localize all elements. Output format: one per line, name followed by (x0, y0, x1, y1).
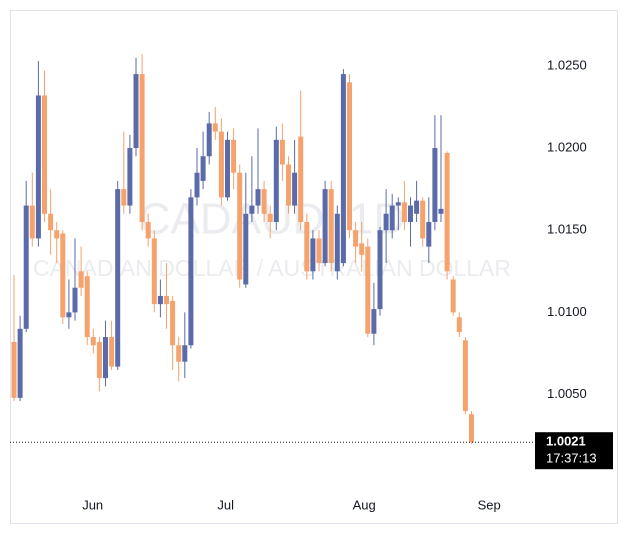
candle-body (60, 233, 66, 318)
candle-body (322, 189, 328, 264)
candle-body (78, 271, 84, 288)
candle-body (109, 337, 115, 367)
candle-body (182, 345, 188, 362)
candle-body (304, 221, 310, 272)
candle-body (469, 414, 474, 443)
candle-body (377, 230, 383, 310)
candle-body (237, 172, 243, 280)
candle-body (218, 131, 224, 198)
candle-body (292, 172, 298, 206)
candle-body (298, 136, 304, 222)
candle-body (334, 213, 340, 272)
candle-body (340, 74, 346, 264)
y-tick-label: 1.0150 (547, 222, 587, 237)
candle-body (231, 139, 237, 173)
candle-body (194, 172, 200, 198)
y-tick-label: 1.0250 (547, 57, 587, 72)
candle-body (164, 295, 169, 305)
y-tick-label: 1.0200 (547, 139, 587, 154)
candle-body (90, 337, 96, 346)
candle-body (279, 139, 285, 165)
candle-body (426, 221, 432, 247)
candle-body (249, 205, 255, 214)
x-tick-label: Aug (353, 497, 376, 512)
candle-body (383, 213, 389, 231)
candle-body (359, 243, 365, 255)
candle-body (414, 200, 420, 214)
candle-body (145, 221, 151, 239)
candle-body (96, 341, 102, 379)
candle-body (438, 208, 444, 214)
candle-body (408, 205, 413, 222)
candle-body (103, 337, 108, 379)
candle-body (243, 213, 249, 285)
candle-body (261, 189, 267, 214)
x-tick-label: Jul (217, 497, 234, 512)
candle-body (328, 189, 334, 264)
last-price-label: 1.0021 (546, 434, 586, 449)
candle-body (133, 74, 139, 149)
candle-body (225, 139, 230, 198)
candle-body (188, 197, 194, 346)
candle-body (176, 345, 182, 362)
candle-body (42, 95, 47, 214)
candle-body (347, 82, 352, 231)
y-tick-label: 1.0050 (547, 386, 587, 401)
candle-body (286, 164, 291, 206)
candle-body (444, 152, 450, 272)
candle-body (212, 123, 218, 132)
candle-body (72, 287, 78, 313)
candle-body (456, 317, 462, 333)
candle-body (365, 246, 371, 334)
last-price-box (535, 432, 613, 470)
watermark-subtitle: CANADIAN DOLLAR / AUSTRALIAN DOLLAR (33, 255, 511, 281)
candle-body (157, 295, 163, 305)
candle-body (462, 340, 468, 411)
candle-body (353, 230, 359, 247)
candle-body (54, 230, 60, 239)
candle-body (115, 189, 121, 367)
candle-body (127, 148, 133, 206)
candle-body (316, 238, 322, 264)
candle-body (420, 200, 426, 239)
candle-body (273, 139, 279, 222)
candle-body (395, 202, 401, 206)
candle-body (401, 202, 407, 222)
candle-body (206, 123, 212, 157)
candle-body (170, 300, 176, 346)
y-tick-label: 1.0100 (547, 304, 587, 319)
candle-body (17, 328, 23, 398)
candle-body (151, 238, 157, 305)
candle-body (432, 148, 438, 222)
candle-body (267, 213, 273, 222)
candle-body (450, 279, 456, 313)
candle-body (11, 341, 17, 398)
candle-body (121, 189, 127, 206)
candle-body (200, 156, 206, 181)
candle-body (23, 205, 29, 329)
candle-body (139, 74, 145, 222)
candle-body (371, 309, 377, 334)
candle-body (255, 189, 261, 206)
candle-body (48, 213, 54, 231)
candle-body (310, 238, 316, 272)
candle-body (84, 276, 90, 338)
x-tick-label: Jun (82, 497, 103, 512)
candle-body (29, 205, 35, 239)
countdown-label: 17:37:13 (546, 451, 597, 466)
candle-body (66, 312, 72, 318)
candle-body (389, 205, 395, 231)
candle-body (35, 95, 41, 239)
x-tick-label: Sep (478, 497, 501, 512)
